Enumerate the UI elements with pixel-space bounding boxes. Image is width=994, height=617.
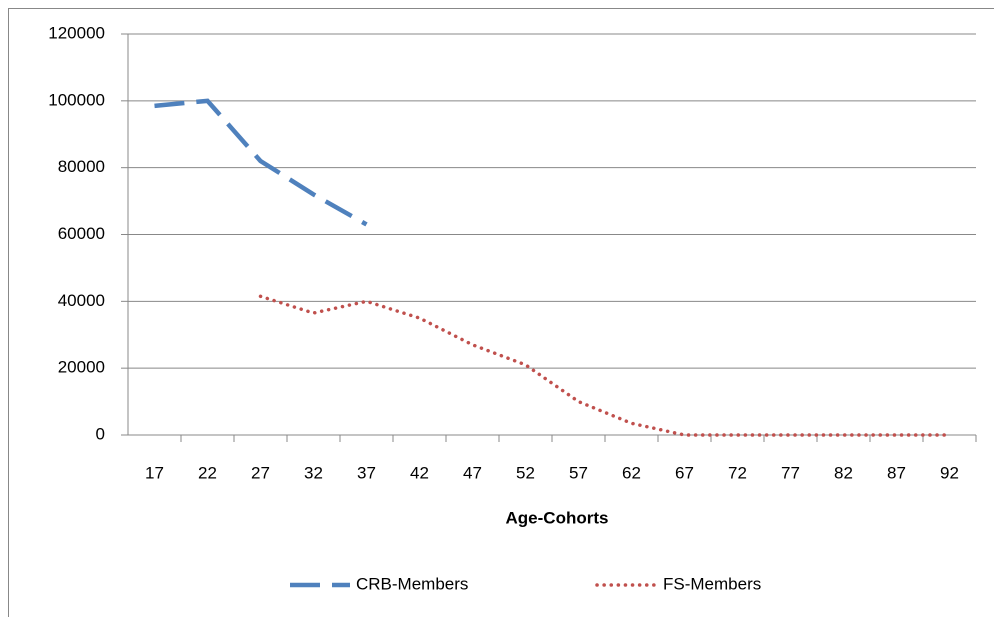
x-tick-label: 47 (463, 463, 482, 482)
x-axis-title: Age-Cohorts (506, 508, 609, 527)
x-tick-label: 82 (834, 463, 853, 482)
x-tick-label: 42 (410, 463, 429, 482)
x-tick-label: 67 (675, 463, 694, 482)
y-tick-label: 40000 (58, 291, 105, 310)
legend-label: FS-Members (663, 574, 761, 593)
y-tick-label: 60000 (58, 224, 105, 243)
y-tick-label: 80000 (58, 157, 105, 176)
y-tick-label: 100000 (48, 90, 105, 109)
x-tick-label: 27 (251, 463, 270, 482)
x-tick-label: 57 (569, 463, 588, 482)
x-tick-label: 62 (622, 463, 641, 482)
x-tick-label: 87 (887, 463, 906, 482)
series-line (154, 98, 368, 227)
x-tick-label: 92 (940, 463, 959, 482)
legend-label: CRB-Members (356, 574, 468, 593)
x-tick-label: 37 (357, 463, 376, 482)
x-tick-label: 72 (728, 463, 747, 482)
y-tick-label: 0 (96, 424, 105, 443)
x-tick-label: 52 (516, 463, 535, 482)
y-tick-label: 120000 (48, 23, 105, 42)
series-line (258, 294, 952, 437)
x-tick-label: 22 (198, 463, 217, 482)
y-tick-label: 20000 (58, 358, 105, 377)
x-tick-label: 77 (781, 463, 800, 482)
x-tick-label: 17 (145, 463, 164, 482)
x-tick-label: 32 (304, 463, 323, 482)
